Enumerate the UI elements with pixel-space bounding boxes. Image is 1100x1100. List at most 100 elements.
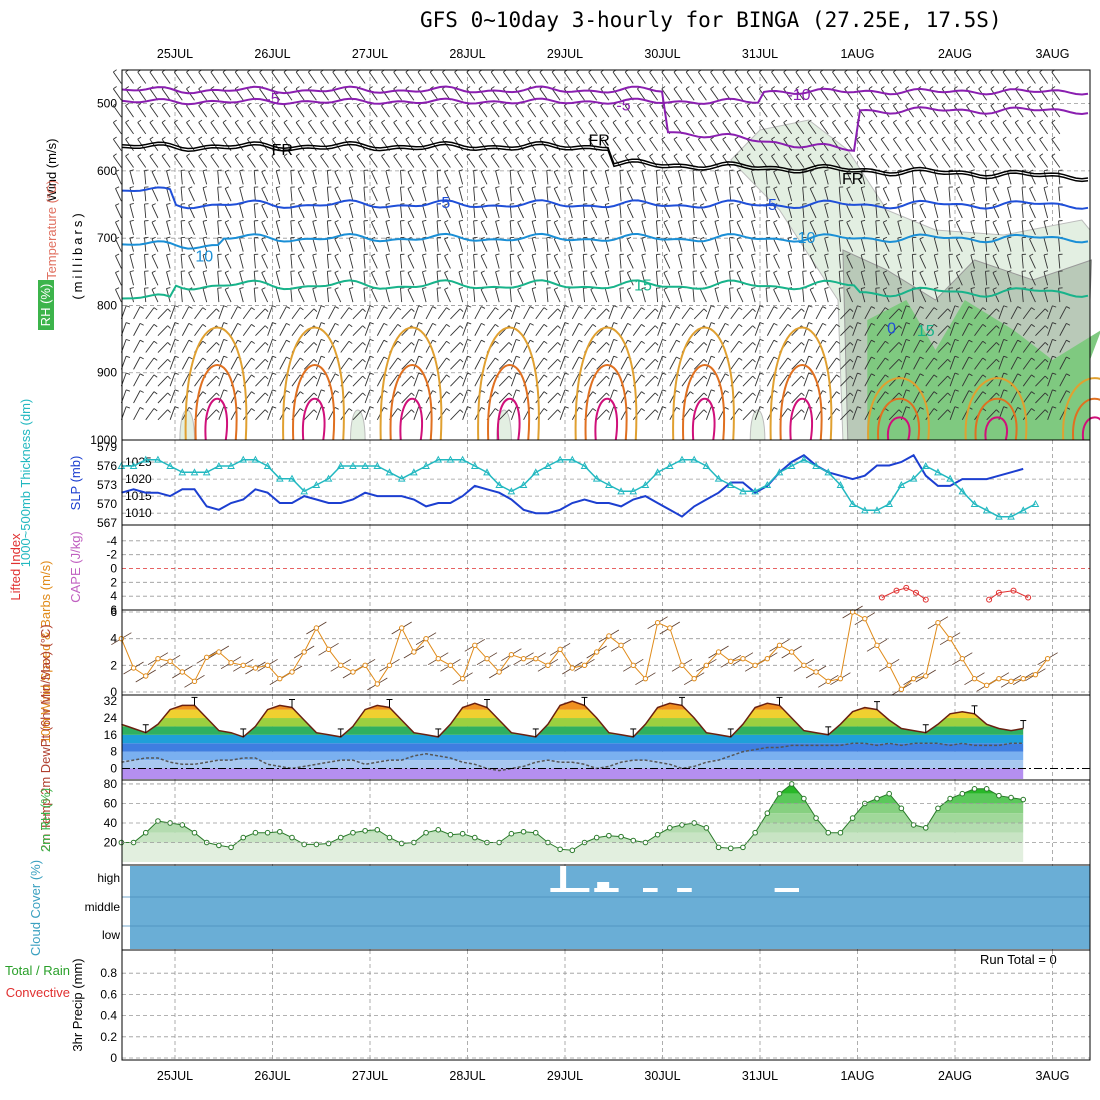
wind-barb <box>362 392 366 397</box>
y-tick-label: 8 <box>110 745 117 759</box>
wind-barb <box>490 136 495 140</box>
wind-barb <box>466 119 471 123</box>
wind-barb <box>450 409 461 421</box>
wind-barb <box>627 186 632 189</box>
wind-barb <box>771 122 780 135</box>
wind-barb <box>917 153 922 157</box>
wind-barb <box>494 307 499 311</box>
wind-barb <box>934 219 939 222</box>
thickness-marker <box>483 468 491 476</box>
wind-barb <box>400 187 403 202</box>
wind-barb <box>557 358 561 363</box>
date-label-top: 1AUG <box>840 47 874 61</box>
wind-barb <box>905 119 910 123</box>
wind-barb <box>657 339 663 353</box>
wind-barb <box>283 105 293 118</box>
wind-barb <box>247 71 256 84</box>
wind-barb <box>495 270 500 273</box>
wind-barb <box>1002 119 1007 123</box>
wind-barb <box>861 219 866 222</box>
wind-barb <box>1014 153 1019 157</box>
wind-barb <box>824 237 829 252</box>
wind-barb <box>919 236 924 240</box>
wind-barb <box>880 122 890 135</box>
wind-barb <box>600 136 605 140</box>
wind-barb <box>1044 325 1049 329</box>
wind-barb <box>157 308 168 320</box>
wind-barb <box>649 105 658 118</box>
wind-barb <box>454 155 463 168</box>
wind-barb <box>407 289 415 303</box>
wind-barb <box>700 236 705 240</box>
wind-barb <box>619 237 622 252</box>
wind-barb <box>1021 237 1024 252</box>
wind-barb <box>315 406 322 420</box>
wind-barb <box>539 153 544 157</box>
rh-marker <box>837 829 844 836</box>
wind10m-marker <box>910 675 917 682</box>
wind-barb <box>641 204 646 219</box>
wind-barb <box>1031 357 1035 361</box>
wind-barb <box>405 153 410 157</box>
wind-barb <box>824 203 829 205</box>
wind-barb <box>1014 102 1019 106</box>
wind-barb <box>210 105 220 118</box>
wind-barb <box>1002 105 1012 118</box>
wind-barb <box>954 338 959 342</box>
wind-barb <box>348 357 353 361</box>
wind-barb <box>724 373 729 377</box>
wind-barb <box>546 237 549 252</box>
wind-barb <box>188 253 193 257</box>
wind-barb <box>444 236 449 240</box>
wind-barb <box>632 340 642 353</box>
wind-barb <box>600 153 605 157</box>
wind-barb <box>144 237 147 252</box>
wind-barb <box>568 219 573 222</box>
wind-barb <box>663 188 671 202</box>
wind-barb <box>413 339 420 353</box>
wind-barb <box>237 306 242 309</box>
date-label-top: 3AUG <box>1035 47 1069 61</box>
wind-barb <box>223 389 228 392</box>
wind-barb <box>494 340 499 344</box>
wind-barb <box>290 271 293 286</box>
wind-barb <box>637 136 641 140</box>
wind-barb <box>917 119 922 123</box>
wind-barb <box>787 254 793 269</box>
wind-barb <box>272 338 277 342</box>
wind-barb <box>802 271 805 286</box>
wind-barb <box>1047 389 1053 404</box>
wind-barb <box>787 219 793 222</box>
wind-barb <box>1027 71 1036 84</box>
wind-barb <box>673 105 683 118</box>
wind-barb <box>996 325 1000 329</box>
thickness-marker <box>885 499 894 507</box>
wind-barb <box>900 339 907 353</box>
wind-barb <box>783 71 793 84</box>
wind-barb <box>736 186 741 189</box>
wind-barb <box>425 356 434 370</box>
wind-barb <box>906 355 911 358</box>
wind-barb <box>703 375 708 380</box>
wind-barb <box>588 102 593 106</box>
wind-barb <box>724 306 729 309</box>
wind-barb <box>251 408 255 412</box>
wind-barb <box>259 71 268 84</box>
wind-barb <box>1014 119 1019 123</box>
wind-barb <box>334 306 339 309</box>
wind-barb <box>893 102 897 106</box>
wind-barb <box>641 219 646 222</box>
wind-barb <box>734 86 739 90</box>
wind-barb <box>308 153 312 157</box>
wind-barb <box>290 237 293 252</box>
wind-barb <box>860 271 866 286</box>
wind-barb <box>1029 253 1034 257</box>
wind-barb <box>480 272 488 286</box>
wind-barb <box>113 136 117 140</box>
temp-band <box>122 726 1024 735</box>
wind-barb <box>206 392 217 404</box>
wind-barb <box>941 88 951 101</box>
thickness-marker <box>422 461 430 469</box>
y-tick-label: 0.8 <box>100 966 117 980</box>
wind-barb <box>619 254 622 269</box>
